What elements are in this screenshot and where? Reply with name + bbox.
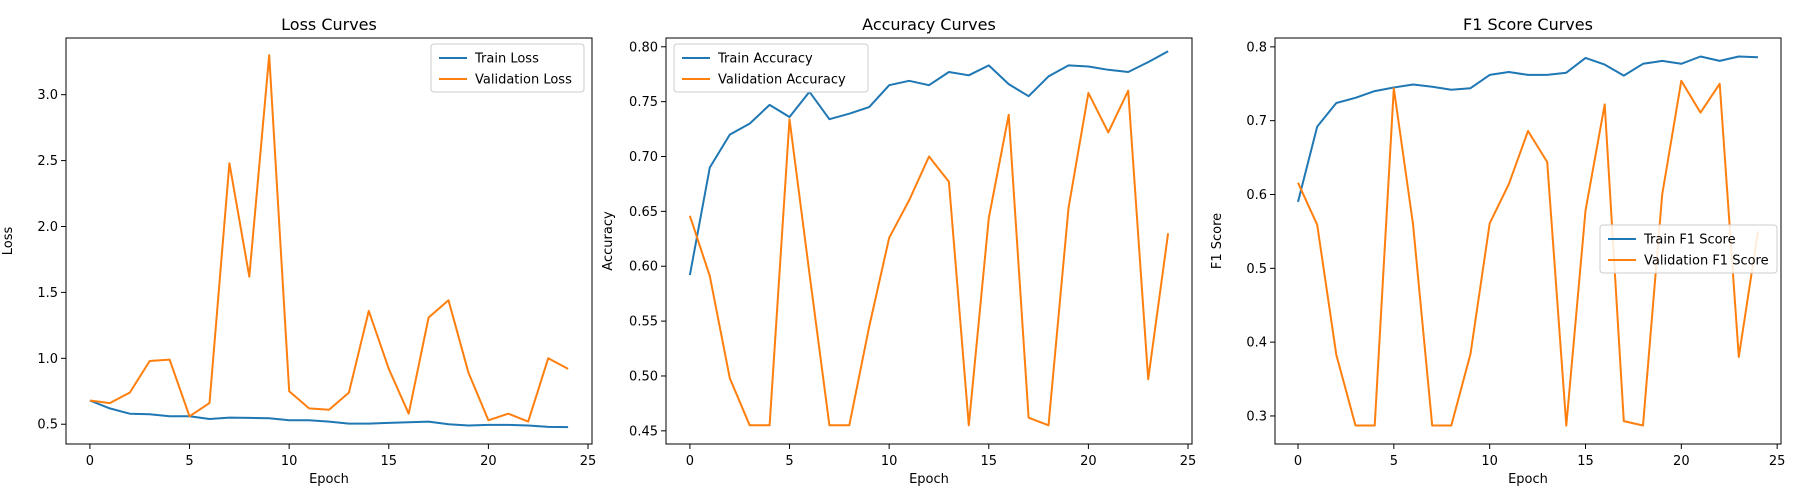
y-tick-label: 0.7 <box>1246 114 1267 129</box>
x-tick-label: 10 <box>281 454 298 469</box>
y-tick-label: 0.75 <box>629 95 658 110</box>
legend-label: Validation Loss <box>475 73 572 88</box>
y-tick-label: 0.60 <box>629 260 658 275</box>
x-axis-label: Epoch <box>1508 472 1548 487</box>
legend: Train F1 Score Validation F1 Score <box>1599 224 1778 274</box>
x-tick-label: 10 <box>1481 454 1498 469</box>
y-tick-label: 0.45 <box>629 424 658 439</box>
legend-box <box>673 43 869 93</box>
legend-label: Train Loss <box>474 52 539 67</box>
y-axis-label: Accuracy <box>601 211 616 271</box>
y-tick-label: 0.5 <box>37 418 58 433</box>
x-tick-label: 20 <box>1080 454 1097 469</box>
x-tick-label: 0 <box>686 454 694 469</box>
y-axis-label: Loss <box>1 227 16 256</box>
legend: Train Accuracy Validation Accuracy <box>673 43 869 93</box>
y-tick-label: 0.3 <box>1246 409 1267 424</box>
y-tick-label: 0.6 <box>1246 188 1267 203</box>
x-tick-label: 25 <box>1769 454 1786 469</box>
series-line-validation <box>688 89 1170 427</box>
legend-label: Train F1 Score <box>1643 233 1736 248</box>
chart-title: Accuracy Curves <box>862 15 996 34</box>
legend-label: Train Accuracy <box>717 52 813 67</box>
x-tick-label: 5 <box>785 454 793 469</box>
legend-label: Validation Accuracy <box>718 73 846 88</box>
x-tick-label: 25 <box>1180 454 1197 469</box>
series-line-train <box>89 399 569 429</box>
y-tick-label: 2.5 <box>37 154 58 169</box>
series-line-train <box>1297 55 1759 203</box>
y-tick-label: 0.8 <box>1246 40 1267 55</box>
x-tick-label: 5 <box>185 454 193 469</box>
chart-panel-1: 0 5 10 15 20 25 0.5 1.0 1.5 2.0 2.5 3.0 Loss Curves E… <box>1 15 596 487</box>
chart-title: F1 Score Curves <box>1463 15 1593 34</box>
y-tick-label: 0.50 <box>629 369 658 384</box>
legend: Train Loss Validation Loss <box>430 43 585 93</box>
x-tick-label: 20 <box>480 454 497 469</box>
x-tick-label: 20 <box>1673 454 1690 469</box>
y-tick-label: 1.5 <box>37 286 58 301</box>
x-tick-label: 15 <box>1577 454 1594 469</box>
chart-panel-2: 0 5 10 15 20 25 0.45 0.50 0.55 0.60 0.65 0.70 0.75 0.… <box>601 15 1196 487</box>
axes-frame <box>1274 37 1782 445</box>
x-tick-label: 10 <box>881 454 898 469</box>
x-tick-label: 0 <box>86 454 94 469</box>
y-tick-label: 2.0 <box>37 220 58 235</box>
legend-box <box>1599 224 1778 274</box>
x-tick-label: 0 <box>1294 454 1302 469</box>
x-tick-label: 25 <box>580 454 597 469</box>
y-axis-label: F1 Score <box>1210 213 1225 269</box>
series-line-validation <box>1297 79 1759 427</box>
legend-label: Validation F1 Score <box>1644 254 1769 269</box>
y-tick-label: 1.0 <box>37 352 58 367</box>
y-tick-label: 0.5 <box>1246 262 1267 277</box>
axes-frame <box>665 37 1193 445</box>
x-axis-label: Epoch <box>909 472 949 487</box>
x-tick-label: 15 <box>980 454 997 469</box>
y-tick-label: 0.55 <box>629 315 658 330</box>
x-tick-label: 15 <box>380 454 397 469</box>
series-line-train <box>688 50 1169 276</box>
y-tick-label: 0.4 <box>1246 336 1267 351</box>
y-tick-label: 0.65 <box>629 205 658 220</box>
legend-box <box>430 43 585 93</box>
x-axis-label: Epoch <box>309 472 349 487</box>
x-tick-label: 5 <box>1390 454 1398 469</box>
chart-title: Loss Curves <box>281 15 377 34</box>
axes-frame <box>65 37 593 445</box>
y-tick-label: 0.80 <box>629 40 658 55</box>
y-tick-label: 0.70 <box>629 150 658 165</box>
y-tick-label: 3.0 <box>37 88 58 103</box>
series-line-validation <box>89 54 569 423</box>
chart-panel-3: 0 5 10 15 20 25 0.3 0.4 0.5 0.6 0.7 0.8 F1 Score Cur… <box>1210 15 1785 487</box>
